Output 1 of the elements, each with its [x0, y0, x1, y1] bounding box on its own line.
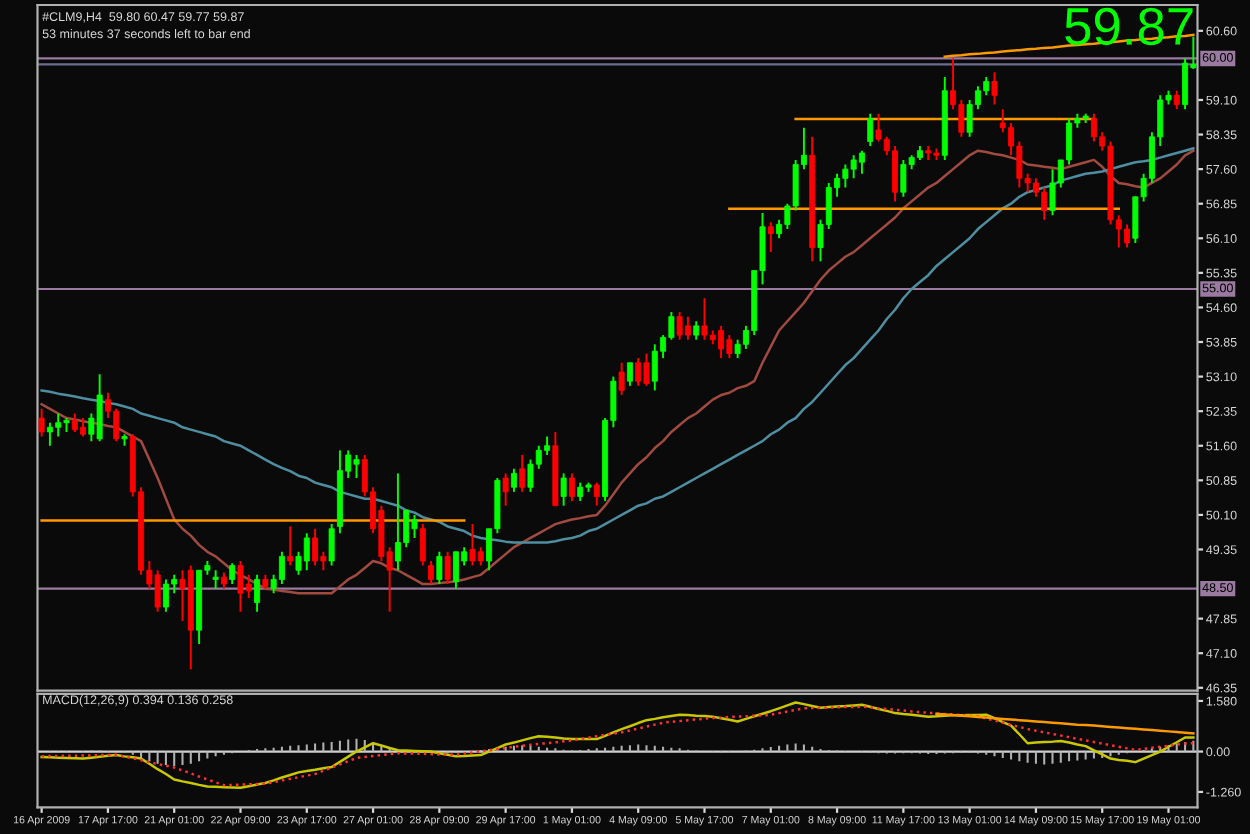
annotation: 59.87 — [1065, 7, 1193, 46]
